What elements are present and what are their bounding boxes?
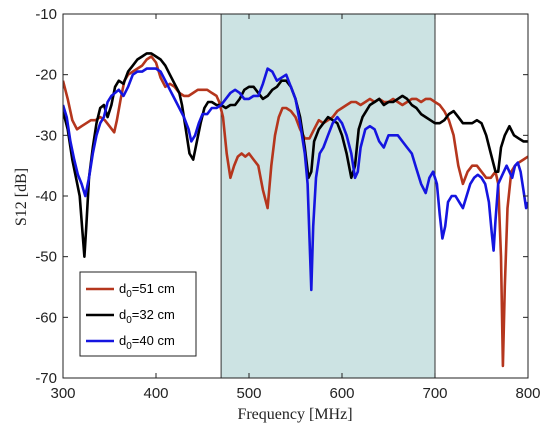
x-tick-label: 400 <box>143 385 168 402</box>
x-tick-label: 300 <box>50 385 75 402</box>
y-tick-label: -20 <box>35 67 57 84</box>
series-line-1 <box>63 55 528 368</box>
x-tick-label: 700 <box>422 385 447 402</box>
y-tick-label: -40 <box>35 188 57 205</box>
legend-label-2: d0=32 cm <box>119 307 175 326</box>
x-axis-label: Frequency [MHz] <box>237 406 352 423</box>
x-tick-label: 800 <box>515 385 540 402</box>
x-tick-label: 500 <box>236 385 261 402</box>
legend-label-1: d0=51 cm <box>119 281 175 300</box>
series-group <box>63 52 528 368</box>
axes: 300 400 500 600 700 800 -70 -60 -50 -40 -30 -20 -10 <box>35 6 540 402</box>
y-axis-label: S12 [dB] <box>13 168 30 226</box>
y-tick-label: -30 <box>35 127 57 144</box>
series-line-3 <box>63 67 528 292</box>
legend: d0=51 cm d0=32 cm d0=40 cm <box>79 271 197 357</box>
y-tick-label: -70 <box>35 370 57 387</box>
y-tick-label: -50 <box>35 249 57 266</box>
plot-area <box>63 14 528 378</box>
y-tick-label: -10 <box>35 6 57 23</box>
y-tick-label: -60 <box>35 309 57 326</box>
shaded-band <box>221 14 435 378</box>
legend-label-3: d0=40 cm <box>119 333 175 352</box>
x-tick-label: 600 <box>329 385 354 402</box>
